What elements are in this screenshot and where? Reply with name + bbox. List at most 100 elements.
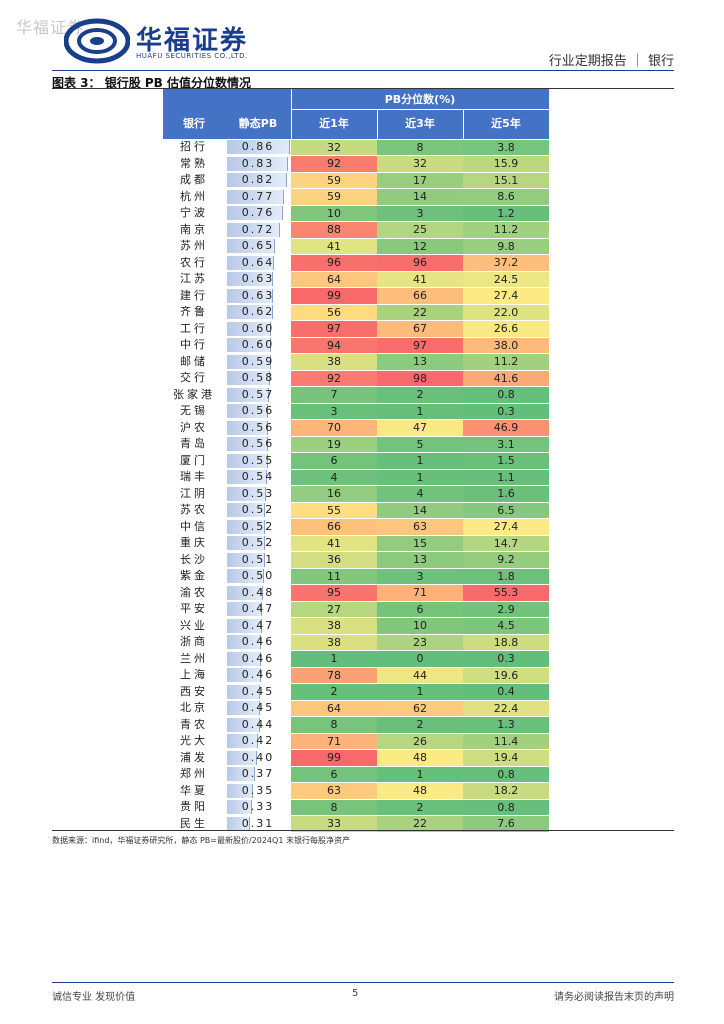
- percentile-y1-cell: 1: [291, 651, 377, 667]
- bank-name: 平安: [180, 602, 208, 615]
- pb-cell: 0.42: [225, 733, 291, 750]
- pb-value: 0.31: [241, 816, 275, 830]
- percentile-y1-cell: 92: [291, 156, 377, 172]
- percentile-y1-cell: 16: [291, 486, 377, 502]
- pb-cell: 0.56: [225, 420, 291, 437]
- pb-cell: 0.63: [225, 271, 291, 288]
- pb-data-bar: [227, 470, 267, 484]
- pb-data-bar: [227, 404, 269, 418]
- pb-value: 0.76: [241, 206, 275, 219]
- pb-cell: 0.45: [225, 684, 291, 701]
- percentile-y5-cell: 1.6: [463, 486, 549, 502]
- percentile-y5-cell: 0.8: [463, 766, 549, 782]
- pb-data-bar: [227, 635, 262, 649]
- pb-data-bar: [227, 800, 252, 814]
- percentile-y3-cell: 13: [377, 354, 463, 370]
- pb-data-bar: [227, 503, 266, 517]
- percentile-y5-cell: 1.3: [463, 717, 549, 733]
- pb-data-bar: [227, 321, 272, 336]
- percentile-y3-cell: 12: [377, 238, 463, 254]
- percentile-y5-cell: 1.8: [463, 568, 549, 584]
- pb-value: 0.63: [241, 288, 275, 302]
- percentile-y3-cell: 97: [377, 337, 463, 353]
- logo-text-en: HUAFU SECURITIES CO.,LTD.: [136, 52, 248, 60]
- pb-cell: 0.76: [225, 205, 291, 222]
- header-background: [163, 89, 549, 139]
- bank-name: 江阴: [180, 486, 208, 500]
- percentile-y1-cell: 27: [291, 601, 377, 617]
- percentile-y1-cell: 95: [291, 585, 377, 601]
- bank-name: 光大: [180, 734, 208, 747]
- percentile-y5-cell: 0.8: [463, 799, 549, 815]
- pb-cell: 0.56: [225, 403, 291, 420]
- table-row: 北京 0.45 64 62 22.4: [163, 700, 549, 717]
- pb-value: 0.86: [241, 140, 275, 153]
- footer-disclaimer: 请务必阅读报告末页的声明: [554, 992, 674, 1003]
- pb-cell: 0.56: [225, 436, 291, 453]
- percentile-y3-cell: 32: [377, 156, 463, 172]
- percentile-y1-cell: 94: [291, 337, 377, 353]
- table-row: 瑞丰 0.54 4 1 1.1: [163, 469, 549, 486]
- percentile-y3-cell: 26: [377, 733, 463, 749]
- percentile-y3-cell: 2: [377, 717, 463, 733]
- column-header-5y: 近5年: [491, 117, 521, 130]
- percentile-y5-cell: 6.5: [463, 502, 549, 518]
- table-row: 交行 0.58 92 98 41.6: [163, 370, 549, 387]
- table-row: 华夏 0.35 63 48 18.2: [163, 783, 549, 800]
- pb-data-bar: [227, 569, 265, 583]
- percentile-y3-cell: 3: [377, 205, 463, 221]
- percentile-y5-cell: 3.8: [463, 139, 549, 155]
- column-header-pb: 静态PB: [238, 117, 278, 130]
- table-row: 齐鲁 0.62 56 22 22.0: [163, 304, 549, 321]
- table-row: 贵阳 0.33 8 2 0.8: [163, 799, 549, 816]
- pb-data-bar: [227, 354, 271, 369]
- percentile-y5-cell: 11.2: [463, 222, 549, 238]
- percentile-y1-cell: 59: [291, 172, 377, 188]
- pb-data-bar: [227, 173, 288, 187]
- percentile-y3-cell: 14: [377, 502, 463, 518]
- percentile-y5-cell: 14.7: [463, 535, 549, 551]
- pb-data-bar: [227, 552, 265, 567]
- percentile-y1-cell: 38: [291, 634, 377, 650]
- percentile-y3-cell: 10: [377, 618, 463, 634]
- bank-name: 青农: [180, 717, 208, 731]
- pb-value: 0.77: [241, 189, 275, 203]
- percentile-y5-cell: 1.1: [463, 469, 549, 485]
- bank-name: 无锡: [180, 404, 208, 417]
- bank-name: 厦门: [180, 453, 208, 467]
- pb-cell: 0.55: [225, 453, 291, 470]
- bank-name: 苏州: [180, 239, 208, 252]
- pb-value: 0.50: [241, 569, 275, 582]
- bank-name: 杭州: [180, 189, 208, 203]
- percentile-y5-cell: 9.8: [463, 238, 549, 254]
- percentile-y1-cell: 56: [291, 304, 377, 320]
- pb-value: 0.65: [241, 239, 275, 252]
- bank-name: 成都: [180, 173, 208, 186]
- percentile-y5-cell: 0.4: [463, 684, 549, 700]
- bank-name: 兰州: [180, 651, 208, 665]
- percentile-y3-cell: 47: [377, 420, 463, 436]
- percentile-y1-cell: 96: [291, 255, 377, 271]
- table-row: 郑州 0.37 6 1 0.8: [163, 766, 549, 783]
- table-body: 招行 0.86 32 8 3.8 常熟 0.83 92 32 15.9 成都 0.82 59 17 15.1…: [163, 139, 549, 832]
- table-row: 张家港 0.57 7 2 0.8: [163, 387, 549, 404]
- percentile-y3-cell: 22: [377, 816, 463, 832]
- pb-cell: 0.62: [225, 304, 291, 321]
- pb-cell: 0.83: [225, 156, 291, 173]
- percentile-y3-cell: 2: [377, 799, 463, 815]
- pb-value: 0.62: [241, 305, 275, 318]
- percentile-y3-cell: 62: [377, 700, 463, 716]
- table-row: 宁波 0.76 10 3 1.2: [163, 205, 549, 222]
- pb-value: 0.56: [241, 404, 275, 417]
- percentile-y1-cell: 41: [291, 238, 377, 254]
- table-row: 中信 0.52 66 63 27.4: [163, 519, 549, 536]
- percentile-y5-cell: 11.2: [463, 354, 549, 370]
- percentile-y5-cell: 2.9: [463, 601, 549, 617]
- percentile-y1-cell: 33: [291, 816, 377, 832]
- company-logo: 华福证券 HUAFU SECURITIES CO.,LTD.: [64, 18, 284, 66]
- pb-cell: 0.46: [225, 667, 291, 684]
- pb-data-bar: [227, 783, 254, 798]
- pb-cell: 0.48: [225, 585, 291, 602]
- pb-cell: 0.57: [225, 387, 291, 404]
- bank-name: 邮储: [180, 354, 208, 368]
